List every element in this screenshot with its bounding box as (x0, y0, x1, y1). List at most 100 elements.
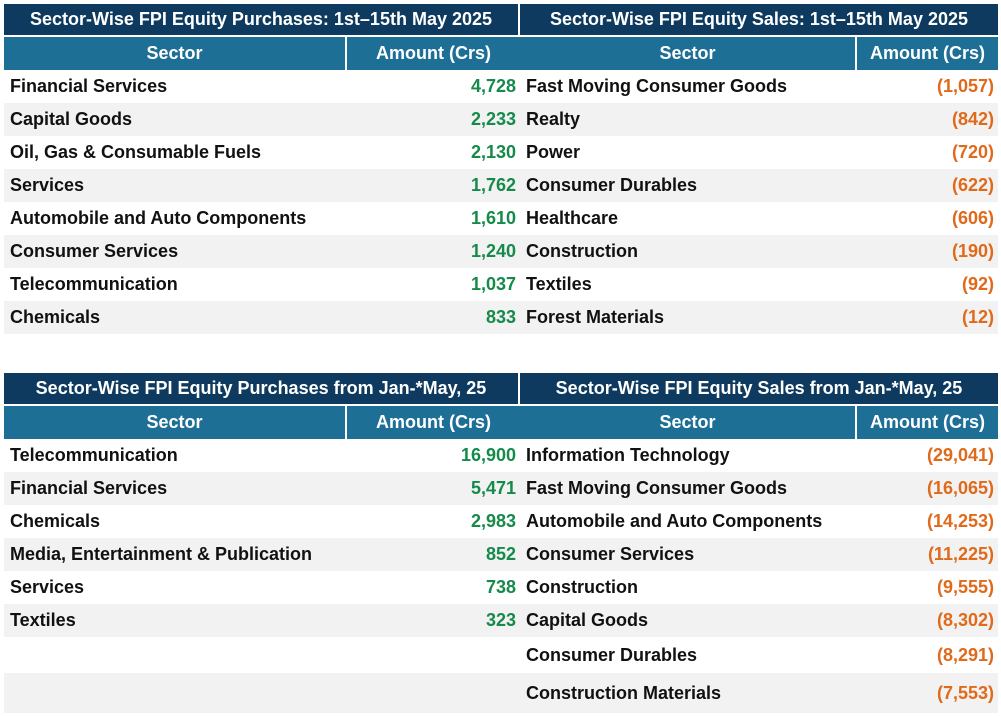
column-header-amount: Amount (Crs) (376, 43, 491, 63)
sector-cell: Chemicals (10, 307, 101, 327)
table-row: Capital Goods (8,302) (520, 604, 998, 637)
sector-cell: Construction Materials (526, 682, 722, 703)
amount-cell: 1,762 (470, 175, 516, 195)
table-row: Realty (842) (520, 103, 998, 136)
sector-cell: Oil, Gas & Consumable Fuels (10, 142, 262, 162)
table-body: Financial Services 4,728 Capital Goods 2,2… (4, 70, 520, 334)
sector-cell: Automobile and Auto Components (10, 208, 307, 228)
table-row: Fast Moving Consumer Goods (1,057) (520, 70, 998, 103)
table-row: Power (720) (520, 136, 998, 169)
sector-cell: Services (10, 577, 85, 597)
table-purchases-may: Sector-Wise FPI Equity Purchases: 1st–15… (4, 4, 520, 334)
sector-cell: Textiles (10, 610, 76, 630)
table-row: Financial Services 5,471 (4, 472, 520, 505)
sector-cell: Realty (526, 109, 581, 129)
sector-cell: Construction (526, 241, 638, 261)
table-title: Sector-Wise FPI Equity Sales from Jan-*M… (520, 373, 998, 406)
amount-cell: (12) (961, 307, 994, 327)
column-header-amount: Amount (Crs) (376, 412, 491, 432)
table-row: Chemicals 2,983 (4, 505, 520, 538)
column-header-sector: Sector (520, 406, 857, 439)
table-row: Construction (190) (520, 235, 998, 268)
table-header: Sector Amount (Crs) (4, 406, 520, 439)
sector-cell: Services (10, 175, 85, 195)
table-sales-may: Sector-Wise FPI Equity Sales: 1st–15th M… (520, 4, 998, 334)
amount-cell: (14,253) (926, 511, 994, 531)
amount-cell: (606) (951, 208, 994, 228)
sector-cell: Automobile and Auto Components (526, 511, 823, 531)
table-row: Consumer Services 1,240 (4, 235, 520, 268)
amount-cell: 833 (485, 307, 516, 327)
amount-cell: (8,302) (936, 610, 994, 630)
sector-cell: Consumer Durables (526, 644, 698, 665)
amount-cell: 1,037 (470, 274, 516, 294)
table-row: Information Technology (29,041) (520, 439, 998, 472)
amount-cell: 16,900 (460, 445, 516, 465)
table-row: Consumer Durables (8,291) (520, 637, 998, 673)
sector-cell: Consumer Services (526, 544, 695, 564)
table-row: Oil, Gas & Consumable Fuels 2,130 (4, 136, 520, 169)
amount-cell: (9,555) (936, 577, 994, 597)
sector-cell: Financial Services (10, 478, 168, 498)
table-row: Construction (9,555) (520, 571, 998, 604)
amount-cell: (92) (961, 274, 994, 294)
amount-cell: 1,240 (470, 241, 516, 261)
table-row: Construction Materials (7,553) (520, 673, 998, 713)
sector-cell: Power (526, 142, 581, 162)
sector-cell: Fast Moving Consumer Goods (526, 76, 788, 96)
table-row: Fast Moving Consumer Goods (16,065) (520, 472, 998, 505)
column-header-amount: Amount (Crs) (870, 43, 985, 63)
table-row (4, 637, 520, 673)
amount-cell: (29,041) (926, 445, 994, 465)
amount-cell: (16,065) (926, 478, 994, 498)
table-title: Sector-Wise FPI Equity Purchases from Ja… (4, 373, 520, 406)
table-row: Capital Goods 2,233 (4, 103, 520, 136)
sector-cell: Media, Entertainment & Publication (10, 544, 313, 564)
amount-cell: (7,553) (936, 682, 994, 703)
amount-cell: 738 (485, 577, 516, 597)
table-title: Sector-Wise FPI Equity Purchases: 1st–15… (4, 4, 520, 37)
amount-cell: 2,983 (470, 511, 516, 531)
amount-cell: (1,057) (936, 76, 994, 96)
sector-cell: Information Technology (526, 445, 730, 465)
table-purchases-ytd: Sector-Wise FPI Equity Purchases from Ja… (4, 373, 520, 713)
table-row: Services 1,762 (4, 169, 520, 202)
column-header-sector: Sector (4, 37, 347, 70)
table-row: Healthcare (606) (520, 202, 998, 235)
column-header-amount: Amount (Crs) (870, 412, 985, 432)
table-row: Telecommunication 16,900 (4, 439, 520, 472)
sector-cell: Financial Services (10, 76, 168, 96)
column-header-sector: Sector (520, 37, 857, 70)
amount-cell: 852 (485, 544, 516, 564)
table-row (4, 673, 520, 713)
table-row: Textiles (92) (520, 268, 998, 301)
sector-cell: Construction (526, 577, 638, 597)
sector-cell: Consumer Durables (526, 175, 698, 195)
table-row: Consumer Services (11,225) (520, 538, 998, 571)
sector-cell: Capital Goods (10, 109, 133, 129)
sector-cell: Telecommunication (10, 445, 178, 465)
amount-cell: 5,471 (470, 478, 516, 498)
sector-cell: Textiles (526, 274, 592, 294)
table-row: Financial Services 4,728 (4, 70, 520, 103)
table-row: Media, Entertainment & Publication 852 (4, 538, 520, 571)
table-row: Textiles 323 (4, 604, 520, 637)
amount-cell: 4,728 (470, 76, 516, 96)
table-row: Chemicals 833 (4, 301, 520, 334)
table-header: Sector Amount (Crs) (4, 37, 520, 70)
sector-cell: Telecommunication (10, 274, 178, 294)
table-row: Automobile and Auto Components 1,610 (4, 202, 520, 235)
sector-cell: Capital Goods (526, 610, 649, 630)
sector-cell: Healthcare (526, 208, 619, 228)
amount-cell: (190) (951, 241, 994, 261)
column-header-sector: Sector (4, 406, 347, 439)
table-body: Information Technology (29,041) Fast Movi… (520, 439, 998, 713)
table-body: Telecommunication 16,900 Financial Servic… (4, 439, 520, 713)
table-row: Consumer Durables (622) (520, 169, 998, 202)
amount-cell: (842) (951, 109, 994, 129)
table-row: Services 738 (4, 571, 520, 604)
amount-cell: (11,225) (927, 544, 994, 564)
table-body: Fast Moving Consumer Goods (1,057) Realty… (520, 70, 998, 334)
sector-cell: Fast Moving Consumer Goods (526, 478, 788, 498)
amount-cell: 2,130 (470, 142, 516, 162)
